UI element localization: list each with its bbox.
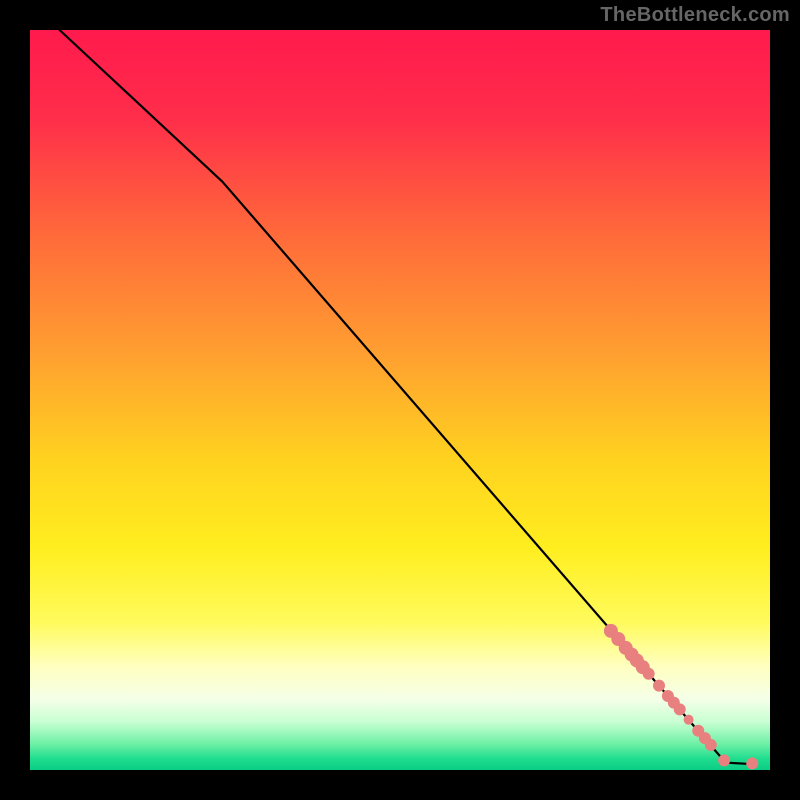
- data-point-marker: [684, 715, 694, 725]
- watermark-text: TheBottleneck.com: [600, 4, 790, 27]
- chart-stage: TheBottleneck.com: [0, 0, 800, 800]
- data-point-marker: [643, 668, 655, 680]
- data-point-marker: [674, 703, 686, 715]
- data-point-marker: [746, 757, 758, 769]
- data-points: [604, 624, 758, 769]
- performance-curve: [60, 30, 752, 764]
- data-point-marker: [653, 680, 665, 692]
- data-point-marker: [718, 754, 730, 766]
- curve-layer: [30, 30, 770, 770]
- plot-area: [30, 30, 770, 770]
- data-point-marker: [705, 739, 717, 751]
